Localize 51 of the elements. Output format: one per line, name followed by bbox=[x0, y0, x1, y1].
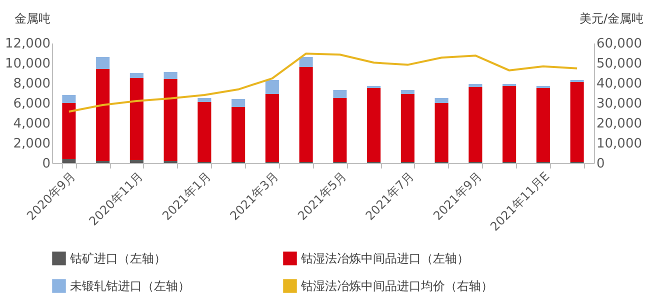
bar bbox=[570, 82, 584, 162]
y2-tick-label: 0 bbox=[596, 156, 605, 172]
bar bbox=[198, 102, 212, 162]
bar bbox=[468, 84, 482, 87]
bar bbox=[502, 86, 516, 162]
bar bbox=[299, 57, 313, 67]
bar bbox=[96, 57, 110, 69]
bar bbox=[130, 78, 144, 160]
bar bbox=[96, 69, 110, 161]
bar bbox=[333, 98, 347, 162]
bar bbox=[164, 72, 178, 79]
bar bbox=[536, 88, 550, 162]
bar bbox=[62, 159, 76, 163]
bar bbox=[198, 98, 212, 102]
y2-tick-label: 60,000 bbox=[596, 36, 642, 52]
y2-tick-label: 20,000 bbox=[596, 116, 642, 132]
legend-label: 钴湿法冶炼中间品进口（左轴） bbox=[300, 251, 469, 266]
y2-axis-title: 美元/金属吨 bbox=[580, 12, 644, 26]
bar bbox=[130, 160, 144, 163]
line-series bbox=[68, 52, 578, 113]
y2-tick-label: 40,000 bbox=[596, 76, 642, 92]
bar bbox=[333, 90, 347, 98]
y-tick-label: 12,000 bbox=[5, 36, 50, 52]
bar bbox=[62, 103, 76, 159]
y2-tick-label: 50,000 bbox=[596, 56, 642, 72]
bar bbox=[130, 73, 144, 78]
bar bbox=[232, 99, 246, 107]
y2-tick-label: 30,000 bbox=[596, 96, 642, 112]
y2-tick-label: 10,000 bbox=[596, 136, 642, 152]
bar bbox=[468, 87, 482, 162]
y-tick-label: 8,000 bbox=[13, 76, 50, 92]
y-tick-label: 4,000 bbox=[13, 116, 50, 132]
legend-label: 钴矿进口（左轴） bbox=[69, 251, 166, 266]
bar bbox=[434, 98, 448, 103]
bar bbox=[62, 95, 76, 103]
y-tick-label: 2,000 bbox=[13, 136, 50, 152]
y-tick-label: 6,000 bbox=[13, 96, 50, 112]
bar bbox=[265, 80, 279, 94]
bar bbox=[400, 90, 414, 94]
bar bbox=[299, 67, 313, 162]
legend-label: 未锻轧钴进口（左轴） bbox=[70, 279, 190, 293]
bar bbox=[164, 79, 178, 161]
y-tick-label: 0 bbox=[42, 156, 50, 172]
bar bbox=[265, 94, 279, 162]
y-axis-title: 金属吨 bbox=[14, 12, 50, 26]
legend-label: 钴湿法冶炼中间品进口均价（右轴） bbox=[300, 279, 493, 293]
bar bbox=[434, 103, 448, 162]
bar bbox=[232, 107, 246, 162]
y-tick-label: 10,000 bbox=[5, 56, 50, 72]
bar bbox=[367, 88, 381, 162]
bar bbox=[400, 94, 414, 162]
